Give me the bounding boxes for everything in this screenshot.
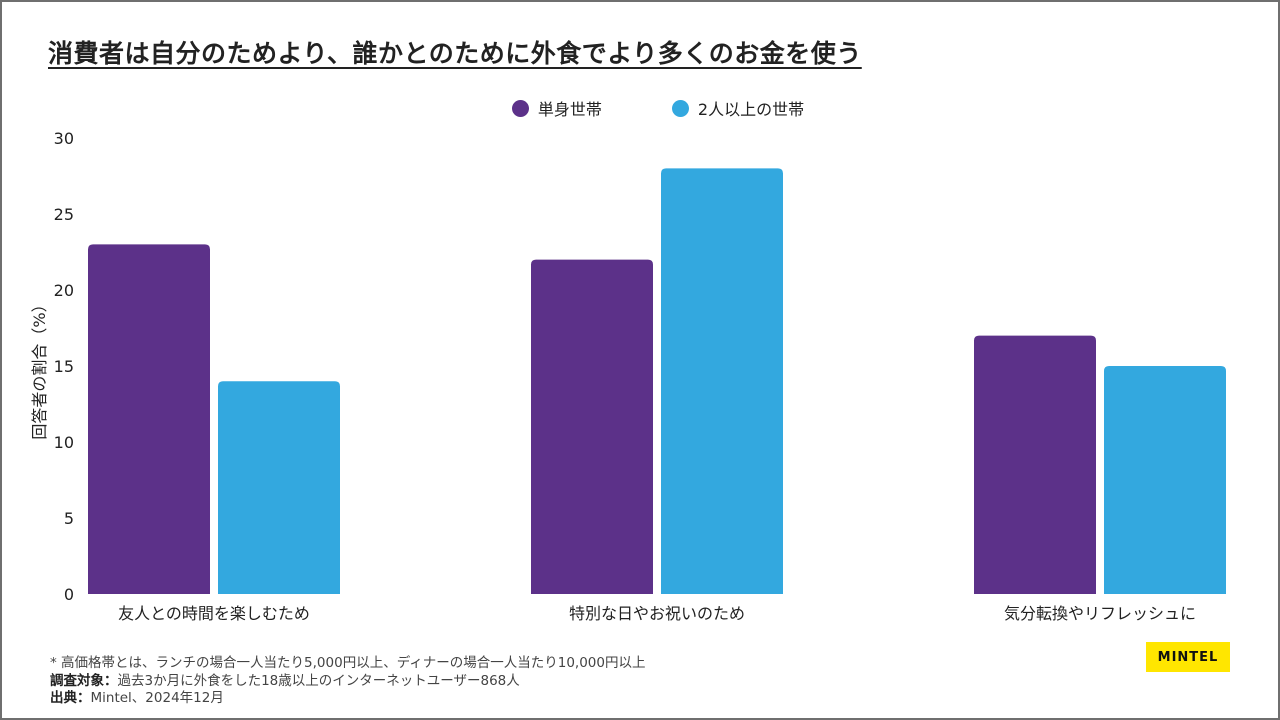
y-tick-label: 20 [54,281,74,300]
legend-item-single: 単身世帯 [511,96,602,120]
legend-item-multi: 2人以上の世帯 [636,96,804,120]
legend-label-single: 単身世帯 [537,100,602,119]
y-tick-label: 30 [54,129,74,148]
bar-single-1 [531,259,653,594]
legend: 単身世帯 2人以上の世帯 [0,96,1280,120]
footnote-target-text: 過去3か月に外食をした18歳以上のインターネットユーザー868人 [117,672,520,689]
footnotes: * 高価格帯とは、ランチの場合一人当たり5,000円以上、ディナーの場合一人当た… [50,655,645,708]
bar-single-2 [974,335,1096,594]
bar-single-0 [88,244,210,594]
y-tick-label: 0 [64,585,74,604]
x-category-label: 気分転換やリフレッシュに [1004,604,1196,623]
y-tick-label: 10 [54,433,74,452]
x-category-label: 特別な日やお祝いのため [569,604,745,623]
legend-swatch-single [511,99,529,117]
bar-multi-2 [1104,366,1226,594]
legend-swatch-multi [671,99,689,117]
y-tick-label: 15 [54,357,74,376]
y-tick-label: 25 [54,205,74,224]
chart-title: 消費者は自分のためより、誰かとのために外食でより多くのお金を使う [48,39,862,68]
footnote-source-text: Mintel、2024年12月 [90,690,224,706]
footnote-target: 調査対象：過去3か月に外食をした18歳以上のインターネットユーザー868人 [50,673,645,691]
legend-label-multi: 2人以上の世帯 [697,100,805,119]
footnote-source: 出典：Mintel、2024年12月 [50,690,645,708]
footnote-definition: * 高価格帯とは、ランチの場合一人当たり5,000円以上、ディナーの場合一人当た… [50,655,646,671]
y-tick-label: 5 [64,509,74,528]
footnote-source-label: 出典： [50,690,91,706]
bar-multi-0 [218,381,340,594]
footnote-target-label: 調査対象： [50,672,118,689]
x-category-label: 友人との時間を楽しむため [118,604,310,623]
bar-multi-1 [661,168,783,594]
mintel-logo: MINTEL [1146,642,1230,672]
